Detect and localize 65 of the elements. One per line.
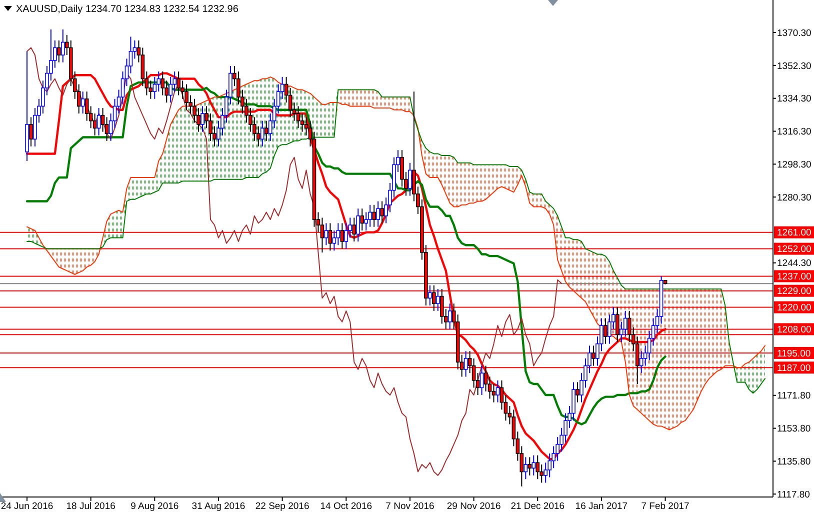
candlestick — [532, 454, 536, 476]
x-tick-label: 14 Oct 2016 — [320, 501, 372, 512]
x-tick-label: 7 Nov 2016 — [386, 501, 434, 512]
ref-line-label: 1229.00 — [777, 286, 812, 298]
candlestick — [428, 284, 432, 306]
candlestick — [448, 303, 452, 330]
candlestick — [436, 288, 440, 312]
candlestick — [148, 80, 153, 100]
ref-line-label: 1252.00 — [777, 244, 812, 256]
x-tick-label: 21 Dec 2016 — [510, 501, 565, 512]
candlestick — [536, 454, 540, 480]
candlestick — [376, 200, 380, 228]
y-tick-label: 1352.30 — [777, 60, 812, 72]
y-tick-label: 1280.30 — [777, 192, 812, 204]
x-tick-label: 31 Aug 2016 — [192, 501, 246, 512]
ref-line-label: 1220.00 — [777, 302, 812, 314]
y-tick-label: 1153.80 — [777, 424, 811, 435]
candlestick — [324, 222, 328, 246]
x-tick-label: 7 Feb 2017 — [641, 501, 690, 512]
candlestick — [372, 204, 376, 228]
x-tick-label: 24 Jun 2016 — [0, 501, 54, 512]
candlestick — [29, 116, 33, 147]
candlestick — [61, 28, 65, 63]
candlestick — [380, 200, 384, 224]
ref-line-label: 1261.00 — [777, 228, 812, 239]
candlestick — [408, 162, 412, 196]
candlestick — [604, 318, 608, 344]
candlestick — [336, 222, 340, 246]
candlestick — [528, 456, 532, 476]
y-tick-label: 1370.30 — [777, 28, 812, 39]
ref-line-label: 1187.00 — [777, 362, 811, 374]
y-tick-label: 1298.30 — [777, 159, 812, 170]
x-tick-label: 29 Nov 2016 — [446, 501, 501, 512]
candlestick — [96, 108, 101, 136]
candlestick — [368, 204, 372, 228]
y-tick-label: 1171.80 — [777, 390, 811, 402]
candlestick — [576, 382, 580, 403]
chart-title: XAUUSD,Daily 1234.70 1234.83 1232.54 1232.96 — [16, 4, 239, 15]
y-tick-label: 1135.80 — [777, 456, 811, 468]
candlestick — [80, 91, 85, 114]
candlestick — [356, 208, 360, 242]
candlestick — [264, 120, 268, 142]
y-tick-label: 1117.80 — [777, 489, 810, 500]
candlestick — [296, 106, 300, 129]
ref-line-label: 1208.00 — [777, 324, 812, 336]
candlestick — [464, 350, 468, 378]
candlestick — [496, 380, 500, 403]
candlestick — [200, 106, 204, 132]
candlestick — [100, 108, 105, 132]
candlestick — [260, 120, 264, 147]
ref-line-label: 1237.00 — [777, 272, 812, 283]
x-tick-label: 18 Jul 2016 — [66, 501, 116, 512]
candlestick — [524, 456, 528, 480]
candlestick — [57, 40, 61, 63]
candlestick — [480, 365, 484, 396]
candlestick — [84, 91, 89, 122]
x-tick-label: 22 Sep 2016 — [255, 501, 310, 512]
y-tick-label: 1334.30 — [777, 94, 812, 105]
line-series — [26, 47, 562, 476]
ref-line-label: 1195.00 — [777, 348, 811, 360]
y-tick-label: 1316.30 — [777, 126, 812, 138]
x-tick-label: 16 Jan 2017 — [575, 501, 628, 512]
y-tick-label: 1244.30 — [777, 258, 812, 270]
x-tick-label: 9 Aug 2016 — [130, 501, 179, 512]
candlestick — [184, 84, 188, 110]
